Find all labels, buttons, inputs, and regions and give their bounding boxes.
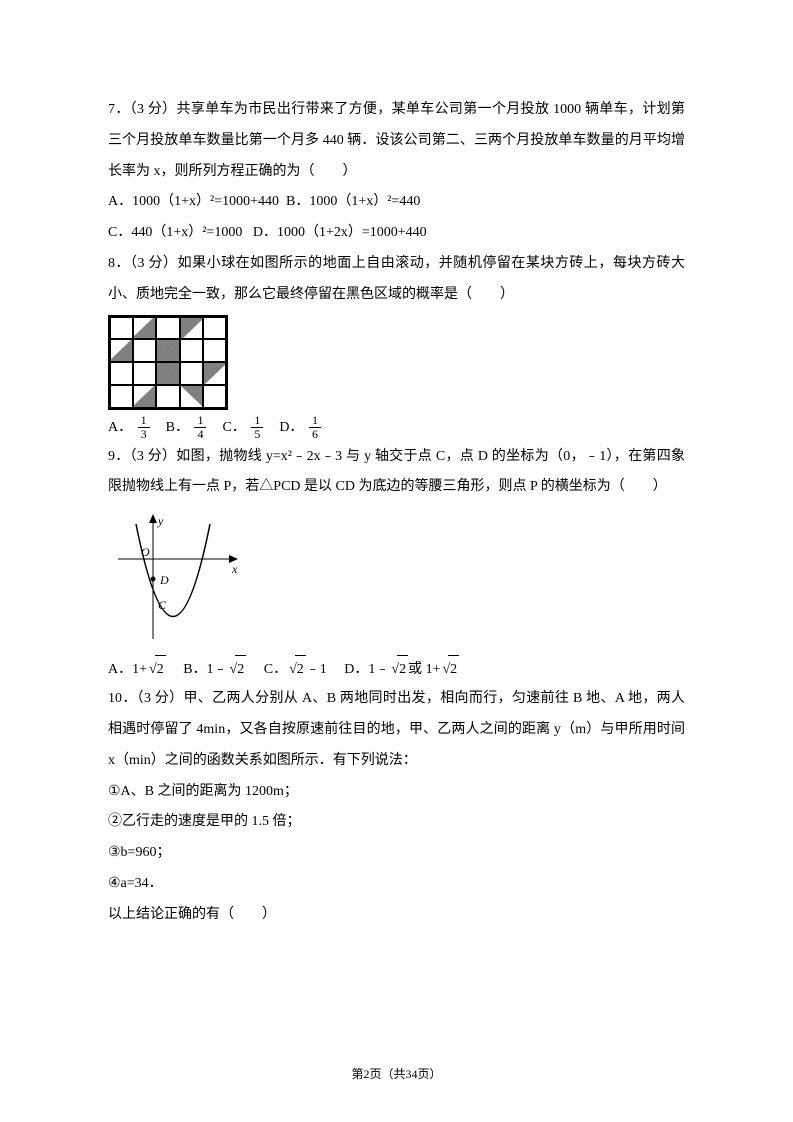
q9-text: 9．（3 分）如图，抛物线 y=x²﹣2x﹣3 与 y 轴交于点 C，点 D 的… [108, 442, 685, 504]
q7-options-row1: A．1000（1+x）²=1000+440 B．1000（1+x）²=440 [108, 187, 685, 218]
tile-cell [180, 385, 203, 408]
tile-cell [203, 385, 226, 408]
svg-text:C: C [158, 598, 167, 612]
q8-opt-c-frac: 15 [251, 414, 263, 441]
svg-text:y: y [157, 514, 164, 528]
q10-statement-3: ③b=960； [108, 838, 685, 869]
q9-opt-d-mid: 或 1+ [408, 662, 440, 677]
q8-opt-d-label: D． [279, 420, 303, 435]
tile-cell [110, 385, 133, 408]
tile-cell [110, 362, 133, 385]
sqrt-icon: 2 [147, 655, 166, 684]
q9-opt-b: B．1﹣ [183, 662, 227, 677]
tile-cell [180, 317, 203, 340]
tile-cell [133, 339, 156, 362]
sqrt-icon: 2 [389, 655, 408, 684]
q10-statement-4: ④a=34． [108, 869, 685, 900]
q9-opt-d-pre: D．1﹣ [344, 662, 389, 677]
q10-statement-1: ①A、B 之间的距离为 1200m； [108, 777, 685, 808]
sqrt-icon: 2 [287, 655, 306, 684]
q8-opt-b-label: B． [166, 420, 189, 435]
q8-opt-b-frac: 14 [194, 414, 206, 441]
tile-cell [133, 317, 156, 340]
q9-opt-a: A．1+ [108, 662, 147, 677]
tile-cell [133, 362, 156, 385]
tile-cell [110, 317, 133, 340]
q7-options-row2: C．440（1+x）²=1000 D．1000（1+2x）=1000+440 [108, 218, 685, 249]
q9-parabola-diagram: y x O D C [108, 509, 248, 649]
tile-cell [203, 339, 226, 362]
q8-opt-c-label: C． [222, 420, 245, 435]
tile-cell [133, 385, 156, 408]
q7-option-d: D．1000（1+2x）=1000+440 [253, 225, 427, 240]
sqrt-icon: 2 [440, 655, 459, 684]
svg-text:D: D [159, 573, 169, 587]
tile-cell [180, 339, 203, 362]
tile-cell [156, 317, 179, 340]
tile-cell [180, 362, 203, 385]
q10-statement-2: ②乙行走的速度是甲的 1.5 倍； [108, 807, 685, 838]
q8-opt-a-label: A． [108, 420, 132, 435]
q9-opt-c-label: C． [264, 662, 287, 677]
q8-options: A． 13 B． 14 C． 15 D． 16 [108, 414, 685, 442]
svg-text:O: O [141, 545, 150, 559]
sqrt-icon: 2 [228, 655, 247, 684]
tile-cell [156, 339, 179, 362]
q7-option-c: C．440（1+x）²=1000 [108, 225, 242, 240]
q7-text: 7．（3 分）共享单车为市民出行带来了方便，某单车公司第一个月投放 1000 辆… [108, 95, 685, 187]
q8-opt-a-frac: 13 [138, 414, 150, 441]
page-footer: 第2页（共34页） [0, 1065, 793, 1082]
tile-cell [110, 339, 133, 362]
tile-cell [156, 385, 179, 408]
q10-text: 10．（3 分）甲、乙两人分别从 A、B 两地同时出发，相向而行，匀速前往 B … [108, 684, 685, 776]
q9-options: A．1+2 B．1﹣2 C．2﹣1 D．1﹣2或 1+2 [108, 655, 685, 684]
q8-tile-diagram [108, 315, 228, 410]
tile-cell [203, 317, 226, 340]
q7-option-a: A．1000（1+x）²=1000+440 [108, 194, 279, 209]
tile-cell [203, 362, 226, 385]
page-container: 7．（3 分）共享单车为市民出行带来了方便，某单车公司第一个月投放 1000 辆… [0, 0, 793, 1122]
svg-text:x: x [231, 562, 238, 576]
q7-option-b: B．1000（1+x）²=440 [286, 194, 420, 209]
q8-opt-d-frac: 16 [309, 414, 321, 441]
q10-tail: 以上结论正确的有（ ） [108, 900, 685, 931]
tile-cell [156, 362, 179, 385]
q8-text: 8．（3 分）如果小球在如图所示的地面上自由滚动，并随机停留在某块方砖上，每块方… [108, 249, 685, 311]
q9-opt-c-post: ﹣1 [306, 662, 327, 677]
